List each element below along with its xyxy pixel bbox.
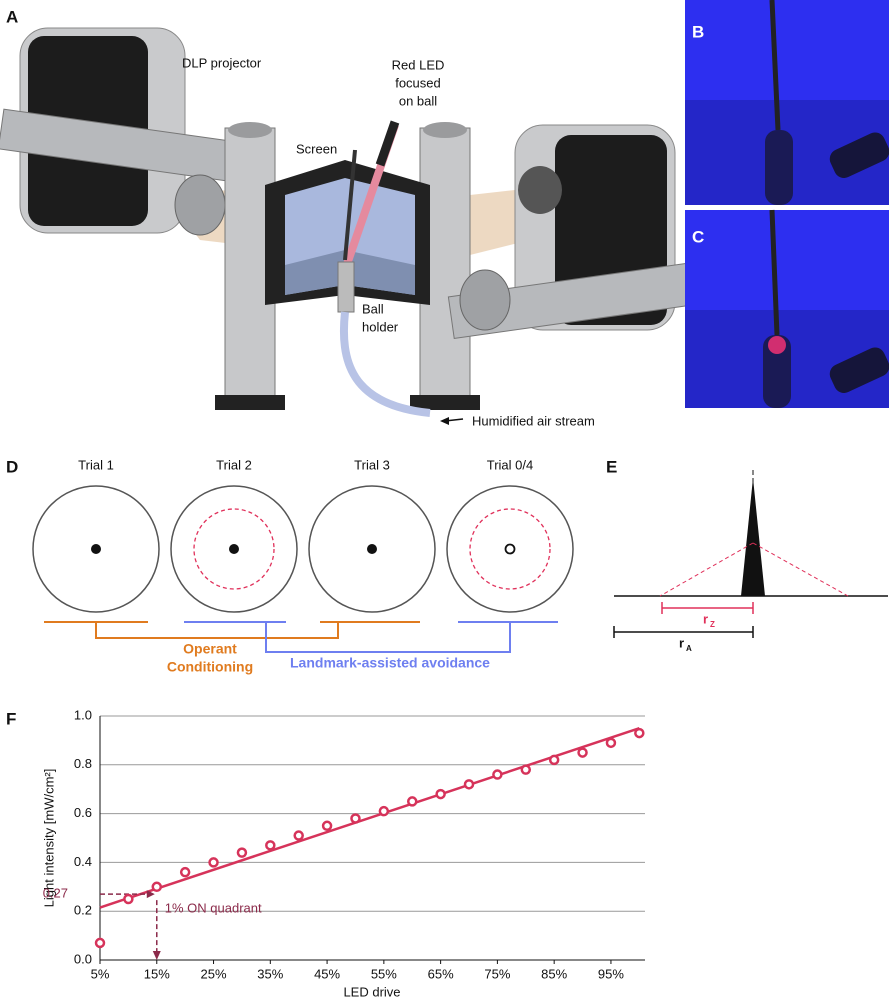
photo-b	[685, 0, 889, 205]
x-tick-label: 45%	[314, 966, 340, 981]
label-red-led: Red LED	[392, 57, 445, 72]
photo-c	[685, 210, 889, 408]
operant-label: Operant	[183, 641, 237, 657]
x-tick-label: 85%	[541, 966, 567, 981]
data-point	[550, 756, 558, 764]
data-point	[408, 797, 416, 805]
data-point	[607, 739, 615, 747]
label-dlp-projector: DLP projector	[182, 55, 262, 70]
x-tick-label: 75%	[484, 966, 510, 981]
panel-label: B	[692, 22, 704, 41]
annotation-value: 0.27	[43, 886, 68, 901]
data-point	[380, 807, 388, 815]
x-tick-label: 55%	[371, 966, 397, 981]
data-point	[96, 939, 104, 947]
landmark-geometry	[614, 470, 888, 638]
x-tick-label: 65%	[428, 966, 454, 981]
panel-label: C	[692, 227, 704, 246]
data-point	[124, 895, 132, 903]
x-tick-label: 95%	[598, 966, 624, 981]
data-point	[181, 868, 189, 876]
annotation-text: 1% ON quadrant	[165, 901, 262, 916]
rz-label: r	[703, 611, 708, 626]
rig-illustration	[0, 28, 692, 425]
panel-label: F	[6, 709, 16, 728]
trial-title: Trial 2	[216, 457, 252, 472]
data-point	[210, 858, 218, 866]
panel-label: E	[606, 457, 617, 476]
data-point	[323, 822, 331, 830]
panel-label: D	[6, 457, 18, 476]
figure: DLP projector Red LED focused on ball Sc…	[0, 0, 889, 1003]
x-tick-label: 25%	[201, 966, 227, 981]
y-tick-label: 0.8	[74, 756, 92, 771]
data-point	[153, 883, 161, 891]
fit-line	[100, 728, 639, 907]
data-point	[437, 790, 445, 798]
data-point	[522, 766, 530, 774]
page: DLP projector Red LED focused on ball Sc…	[0, 0, 889, 1003]
y-tick-label: 0.2	[74, 903, 92, 918]
ra-label: r	[679, 635, 684, 650]
y-tick-label: 0.4	[74, 854, 92, 869]
y-tick-label: 0.0	[74, 951, 92, 966]
trial-title: Trial 3	[354, 457, 390, 472]
data-point	[465, 780, 473, 788]
landmark-label: Landmark-assisted avoidance	[290, 655, 490, 671]
y-tick-label: 1.0	[74, 707, 92, 722]
arrow-head	[153, 951, 161, 960]
data-point	[238, 849, 246, 857]
label-air-stream: Humidified air stream	[472, 413, 595, 428]
data-point	[579, 749, 587, 757]
data-point	[266, 841, 274, 849]
trial-title: Trial 0/4	[487, 457, 533, 472]
label-ball-holder: holder	[362, 319, 399, 334]
panel-label: A	[6, 7, 18, 26]
x-tick-label: 5%	[91, 966, 110, 981]
label-red-led: focused	[395, 75, 441, 90]
label-screen: Screen	[296, 141, 337, 156]
data-point	[635, 729, 643, 737]
ra-sub: A	[686, 644, 692, 653]
data-point	[351, 814, 359, 822]
label-red-led: on ball	[399, 93, 437, 108]
trial-title: Trial 1	[78, 457, 114, 472]
data-point	[295, 832, 303, 840]
label-ball-holder: Ball	[362, 301, 384, 316]
y-tick-label: 0.6	[74, 805, 92, 820]
x-tick-label: 15%	[144, 966, 170, 981]
data-point	[493, 771, 501, 779]
x-axis-label: LED drive	[343, 984, 400, 999]
operant-label: Conditioning	[167, 659, 253, 675]
rz-sub: Z	[710, 620, 715, 629]
x-tick-label: 35%	[257, 966, 283, 981]
arena-diagrams	[33, 486, 573, 652]
